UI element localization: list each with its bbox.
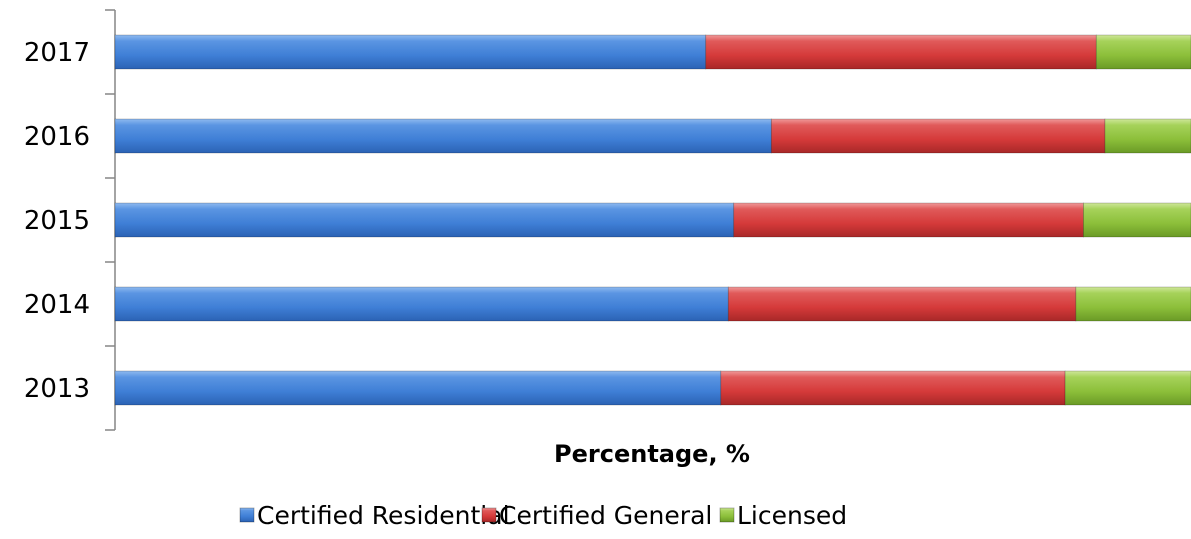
bar-general-2015 <box>733 202 1084 238</box>
legend-swatch-licensed <box>719 507 735 523</box>
bar-residential-2014 <box>114 286 729 322</box>
bar-general-2014 <box>727 286 1077 322</box>
y-tick-label-2016: 2016 <box>24 122 90 152</box>
bar-residential-2017 <box>114 34 707 70</box>
y-tick-label-2013: 2013 <box>24 374 90 404</box>
bar-residential-2015 <box>114 202 735 238</box>
y-tick-labels: 2013 2014 2015 2016 2017 <box>24 38 90 404</box>
bar-licensed-2017 <box>1095 34 1191 70</box>
bar-general-2013 <box>720 370 1066 406</box>
bar-licensed-2013 <box>1064 370 1191 406</box>
bar-general-2017 <box>705 34 1097 70</box>
legend-label-general: Certified General <box>499 501 712 530</box>
legend-label-licensed: Licensed <box>737 501 847 530</box>
legend-swatch-general <box>481 507 497 523</box>
y-tick-label-2017: 2017 <box>24 38 90 68</box>
y-tick-label-2014: 2014 <box>24 290 90 320</box>
legend-label-residential: Certified Residential <box>257 501 510 530</box>
y-tick-label-2015: 2015 <box>24 206 90 236</box>
bar-residential-2013 <box>114 370 722 406</box>
x-axis-label: Percentage, % <box>554 440 750 468</box>
bar-licensed-2014 <box>1075 286 1191 322</box>
bar-residential-2016 <box>114 118 772 154</box>
bar-general-2016 <box>770 118 1106 154</box>
bars <box>114 34 1191 406</box>
legend-swatch-residential <box>239 507 255 523</box>
bar-licensed-2016 <box>1104 118 1191 154</box>
bar-licensed-2015 <box>1083 202 1191 238</box>
y-axis <box>105 9 116 431</box>
